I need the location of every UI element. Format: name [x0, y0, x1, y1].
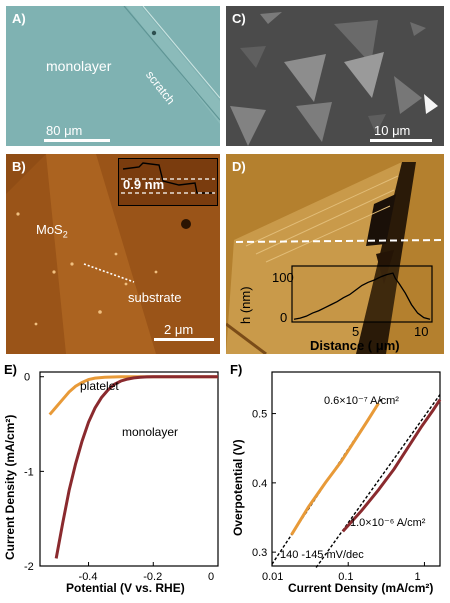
panel-e-ytick-label: 0 [24, 372, 30, 384]
panel-e-legend-monolayer: monolayer [122, 425, 178, 439]
panel-e-ylabel: Current Density (mA/cm²) [3, 415, 17, 560]
panel-f-series-monolayer [341, 398, 442, 533]
panel-d-xlabel: Distance ( μm) [310, 338, 400, 353]
panel-a-monolayer-text: monolayer [46, 58, 112, 74]
panel-c: C) 10 μm [226, 6, 444, 146]
panel-e-polarization-chart: E) -0.4 -0.2 0 0 -1 -2 platelet monolayer Pot… [3, 362, 219, 595]
panel-c-scale-text: 10 μm [374, 123, 411, 138]
panel-b-scale-bar [154, 338, 214, 341]
panel-f-tafel-chart: F) 0.01 0.1 1 0.5 0.4 0.3 0.6×10⁻⁷ A/cm² 1.0×… [230, 362, 442, 595]
panel-f-axes-frame [271, 371, 441, 567]
panel-e-series-platelet [48, 375, 218, 416]
panel-f-xtick-label: 0.1 [338, 571, 353, 583]
panel-b-substrate-text: substrate [128, 290, 182, 305]
panel-e-xtick-label: 0 [208, 571, 214, 583]
panel-c-scale-bar [370, 139, 432, 142]
panel-f-series-platelet [290, 402, 380, 536]
panel-c-triangles [226, 6, 444, 146]
panel-d-height-profile-chart: h (nm) 100 0 5 10 Distance ( μm) [238, 265, 433, 353]
panel-f-annotation-monolayer: 1.0×10⁻⁶ A/cm² [350, 517, 426, 529]
panel-e-axes-frame [39, 371, 219, 567]
panel-d-label: D) [232, 159, 246, 174]
panel-f-annotation-platelet: 0.6×10⁻⁷ A/cm² [324, 395, 399, 407]
panel-e-series-monolayer [54, 375, 218, 559]
panel-f-label: F) [230, 362, 242, 377]
panel-b-inset: 0.9 nm [118, 158, 218, 206]
panel-d-profile-series-line [293, 272, 431, 320]
panel-d: D) h (nm) 100 0 5 10 Distance ( μm) [226, 154, 444, 354]
panel-b-material-text: MoS2 [36, 222, 68, 240]
panel-e-legend-platelet: platelet [80, 379, 119, 393]
panel-f-ylabel: Overpotential (V) [231, 439, 245, 536]
panel-b-inset-profile [121, 162, 215, 194]
panel-d-xtick-10: 10 [414, 324, 428, 339]
panel-e-xtick-label: -0.4 [79, 571, 98, 583]
panel-d-ylabel: h (nm) [238, 286, 253, 324]
panel-b-material-subscript: 2 [62, 229, 68, 240]
panel-b-scale-text: 2 μm [164, 322, 194, 337]
panel-b: 0.9 nm B) MoS2 substrate 2 μm [6, 154, 220, 354]
panel-b-profile-line [83, 263, 135, 283]
panel-d-afm-image [226, 162, 444, 354]
panel-a-scale-bar [44, 139, 110, 142]
panel-a-label: A) [12, 11, 26, 26]
panel-f-ytick-label: 0.5 [252, 409, 267, 421]
panel-c-label: C) [232, 11, 246, 26]
panel-a-scale-text: 80 μm [46, 123, 83, 138]
panel-d-ytick-100: 100 [272, 270, 294, 285]
panel-b-material-base: MoS [36, 222, 63, 237]
panel-f-xtick-label: 1 [414, 571, 420, 583]
panel-b-inset-text: 0.9 nm [123, 177, 165, 192]
panel-e-xlabel: Potential (V vs. RHE) [66, 581, 185, 595]
panel-b-afm-image [6, 154, 191, 354]
panel-d-ytick-0: 0 [280, 310, 287, 325]
panel-a: A) monolayer scratch 80 μm [6, 6, 220, 146]
panel-f-annotation-slope: 140 -145 mV/dec [280, 549, 364, 561]
panel-f-xtick-label: 0.01 [262, 571, 283, 583]
panel-b-label: B) [12, 159, 26, 174]
panel-f-fit-line-monolayer [315, 394, 441, 568]
panel-f-ytick-label: 0.3 [252, 547, 267, 559]
panel-a-scratch-graphic [123, 6, 220, 124]
panel-d-xtick-5: 5 [352, 324, 359, 339]
panel-f-ytick-label: 0.4 [252, 478, 267, 490]
panel-e-xtick-label: -0.2 [143, 571, 162, 583]
panel-e-label: E) [4, 362, 17, 377]
panel-e-ytick-label: -1 [24, 466, 34, 478]
panel-e-ytick-label: -2 [24, 561, 34, 573]
panel-f-xlabel: Current Density (mA/cm²) [288, 581, 433, 595]
